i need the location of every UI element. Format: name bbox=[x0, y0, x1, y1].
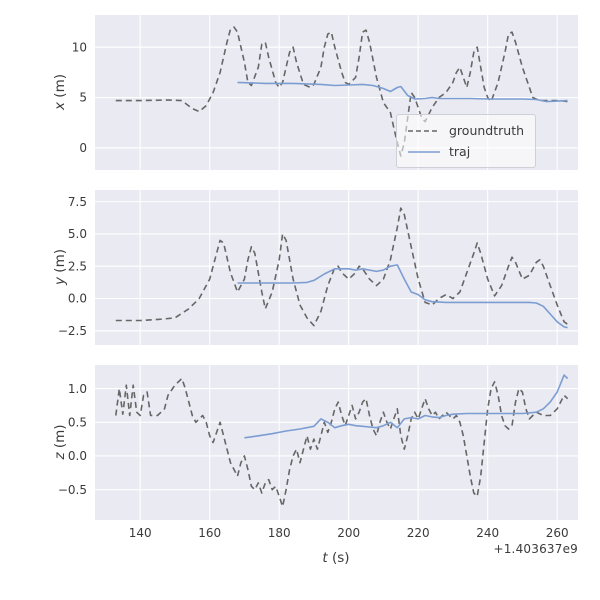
x-axis-label: t (s) bbox=[322, 550, 349, 566]
svg-text:5: 5 bbox=[79, 91, 87, 105]
ylabel-y-var: y bbox=[52, 276, 68, 285]
svg-text:160: 160 bbox=[198, 526, 221, 540]
svg-text:140: 140 bbox=[129, 526, 152, 540]
legend-entry-groundtruth: groundtruth bbox=[408, 123, 524, 138]
ylabel-x-var: x bbox=[52, 101, 68, 110]
svg-text:180: 180 bbox=[268, 526, 291, 540]
solid-line-sample-icon bbox=[408, 150, 440, 153]
ylabel-z-var: z bbox=[52, 452, 68, 460]
y-axis-label-z: z (m) bbox=[52, 424, 68, 459]
svg-text:7.5: 7.5 bbox=[68, 195, 87, 209]
svg-text:0.5: 0.5 bbox=[68, 415, 87, 429]
ylabel-y-unit: (m) bbox=[52, 249, 68, 277]
svg-text:220: 220 bbox=[407, 526, 430, 540]
svg-text:1.0: 1.0 bbox=[68, 382, 87, 396]
svg-text:−0.5: −0.5 bbox=[58, 483, 87, 497]
dashed-line-sample-icon bbox=[408, 129, 440, 132]
svg-text:260: 260 bbox=[546, 526, 569, 540]
svg-text:2.5: 2.5 bbox=[68, 259, 87, 273]
svg-text:240: 240 bbox=[476, 526, 499, 540]
legend-label-groundtruth: groundtruth bbox=[449, 123, 525, 138]
svg-text:−2.5: −2.5 bbox=[58, 324, 87, 338]
svg-text:10: 10 bbox=[72, 40, 87, 54]
ylabel-x-unit: (m) bbox=[52, 74, 68, 102]
x-axis-offset-text: +1.403637e9 bbox=[493, 542, 578, 556]
y-axis-label-y: y (m) bbox=[52, 249, 68, 285]
legend-label-traj: traj bbox=[449, 144, 471, 159]
ylabel-z-unit: (m) bbox=[52, 424, 68, 453]
svg-text:0.0: 0.0 bbox=[68, 292, 87, 306]
y-axis-label-x: x (m) bbox=[52, 74, 68, 110]
svg-text:200: 200 bbox=[337, 526, 360, 540]
xlabel-var: t bbox=[322, 550, 328, 566]
svg-text:0: 0 bbox=[79, 141, 87, 155]
svg-text:0.0: 0.0 bbox=[68, 449, 87, 463]
svg-text:5.0: 5.0 bbox=[68, 227, 87, 241]
legend-entry-traj: traj bbox=[408, 144, 524, 159]
xlabel-unit: (s) bbox=[327, 550, 350, 566]
legend: groundtruth traj bbox=[396, 114, 537, 168]
